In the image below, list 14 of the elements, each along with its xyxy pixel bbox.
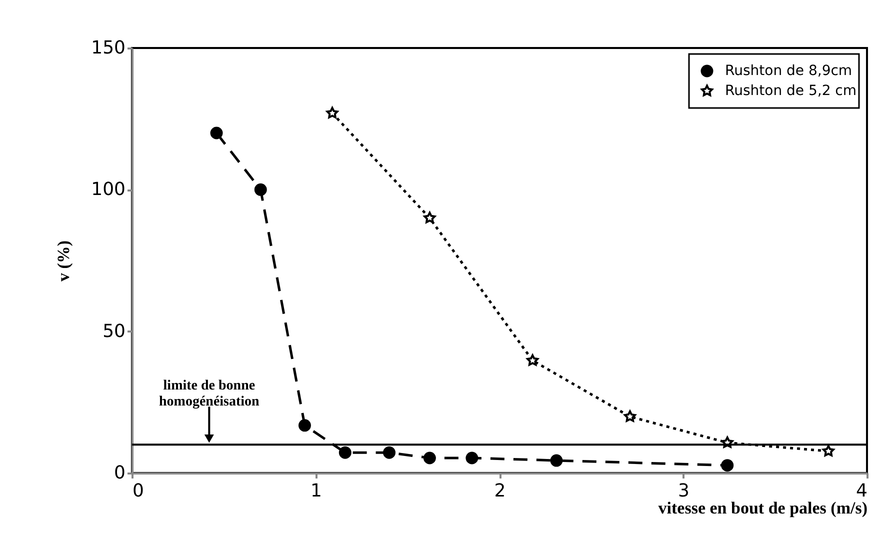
y-tick-label: 150 (91, 38, 126, 58)
x-tick-label: 2 (494, 480, 506, 502)
x-tick-label: 0 (132, 480, 144, 502)
y-axis-title: v (%) (54, 240, 74, 282)
x-axis-title: vitesse en bout de pales (m/s) (658, 498, 868, 518)
x-tick-label: 4 (856, 480, 868, 502)
y-tick-label: 100 (91, 179, 126, 200)
y-tick-label: 0 (114, 462, 126, 484)
legend-label: Rushton de 5,2 cm (725, 83, 857, 99)
y-tick-label: 50 (102, 320, 126, 342)
x-tick-label: 1 (310, 480, 322, 502)
x-tick-label: 3 (678, 480, 690, 502)
legend-label: Rushton de 8,9cm (725, 63, 852, 79)
annotation: limite de bonne homogénéisation (159, 378, 260, 410)
